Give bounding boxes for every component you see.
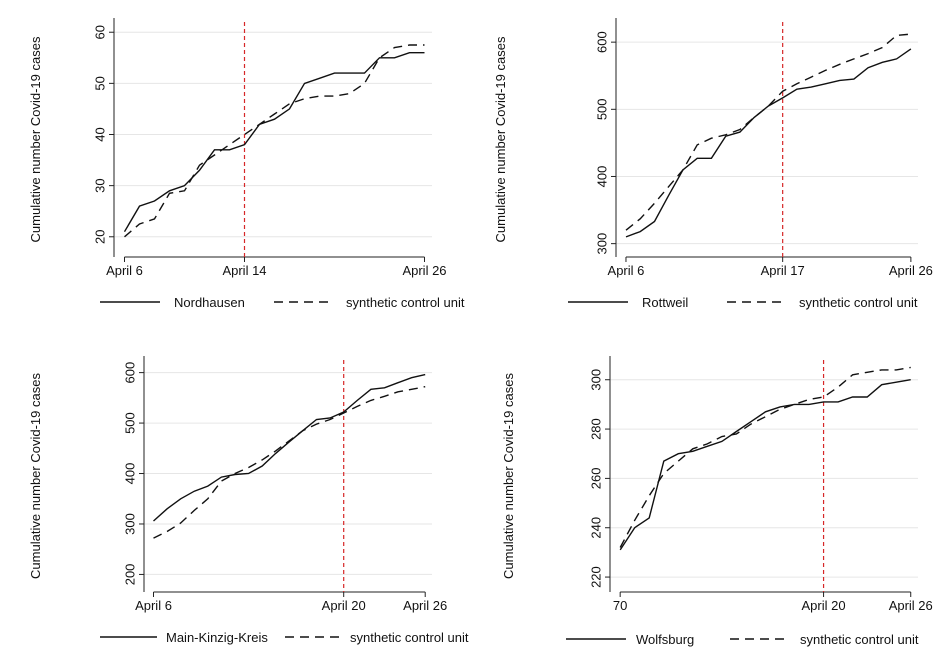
- x-tick-label: April 20: [802, 598, 846, 613]
- legend-label-actual: Nordhausen: [174, 295, 245, 310]
- series-line-synthetic: [153, 386, 426, 539]
- y-tick-label: 600: [123, 362, 138, 384]
- legend-label-synthetic: synthetic control unit: [800, 632, 919, 647]
- y-axis-label: Cumulative number Covid-19 cases: [493, 36, 508, 242]
- series-line-synthetic: [619, 366, 911, 548]
- chart-panel-3: 200 300 400 500 600 April 6 April 20 April 26 Cu…: [28, 356, 469, 645]
- y-tick-label: 20: [93, 230, 108, 244]
- chart-panel-1: 20 30 40 50 60 April 6 April 14 April 26 Cumulat…: [28, 18, 465, 310]
- y-tick-label: 260: [589, 468, 604, 490]
- legend-label-synthetic: synthetic control unit: [799, 295, 918, 310]
- legend: Nordhausen synthetic control unit: [100, 295, 465, 310]
- x-tick-label: April 14: [222, 263, 266, 278]
- y-tick-label: 220: [589, 566, 604, 588]
- x-tick-label: April 17: [761, 263, 805, 278]
- y-axis-label: Cumulative number Covid-19 cases: [28, 36, 43, 242]
- x-tick-label: April 6: [608, 263, 645, 278]
- legend-label-synthetic: synthetic control unit: [346, 295, 465, 310]
- x-tick-label: April 26: [402, 263, 446, 278]
- y-tick-label: 500: [123, 412, 138, 434]
- y-tick-label: 300: [123, 513, 138, 535]
- y-tick-label: 600: [595, 31, 610, 53]
- y-tick-label: 280: [589, 418, 604, 440]
- legend: Wolfsburg synthetic control unit: [566, 632, 919, 647]
- y-tick-label: 40: [93, 127, 108, 141]
- x-tick-label: April 26: [889, 598, 933, 613]
- y-tick-label: 300: [589, 369, 604, 391]
- y-tick-label: 60: [93, 25, 108, 39]
- y-tick-label: 50: [93, 76, 108, 90]
- y-tick-label: 240: [589, 517, 604, 539]
- legend-label-synthetic: synthetic control unit: [350, 630, 469, 645]
- chart-panel-2: 300 400 500 600 April 6 April 17 April 26 Cumul…: [493, 18, 933, 310]
- x-tick-label: April 6: [135, 598, 172, 613]
- legend-label-actual: Main-Kinzig-Kreis: [166, 630, 268, 645]
- x-tick-label: April 20: [322, 598, 366, 613]
- legend-label-actual: Wolfsburg: [636, 632, 694, 647]
- series-line-actual: [619, 379, 911, 551]
- y-axis-label: Cumulative number Covid-19 cases: [28, 373, 43, 579]
- y-tick-label: 400: [123, 463, 138, 485]
- legend-label-actual: Rottweil: [642, 295, 688, 310]
- x-tick-label: 70: [613, 598, 627, 613]
- x-tick-label: April 26: [889, 263, 933, 278]
- y-tick-label: 500: [595, 98, 610, 120]
- series-line-synthetic: [124, 44, 425, 238]
- y-axis-label: Cumulative number Covid-19 cases: [501, 373, 516, 579]
- y-tick-label: 300: [595, 233, 610, 255]
- y-tick-label: 400: [595, 166, 610, 188]
- series-line-actual: [153, 373, 426, 522]
- legend: Main-Kinzig-Kreis synthetic control unit: [100, 630, 469, 645]
- x-tick-label: April 26: [403, 598, 447, 613]
- x-tick-label: April 6: [106, 263, 143, 278]
- series-line-actual: [625, 48, 912, 238]
- chart-panel-4: 220 240 260 280 300 70 April 20 April 26 Cumulat…: [501, 356, 933, 647]
- series-line-actual: [123, 52, 425, 233]
- legend: Rottweil synthetic control unit: [568, 295, 918, 310]
- series-line-synthetic: [625, 33, 911, 231]
- y-tick-label: 200: [123, 564, 138, 586]
- y-tick-label: 30: [93, 178, 108, 192]
